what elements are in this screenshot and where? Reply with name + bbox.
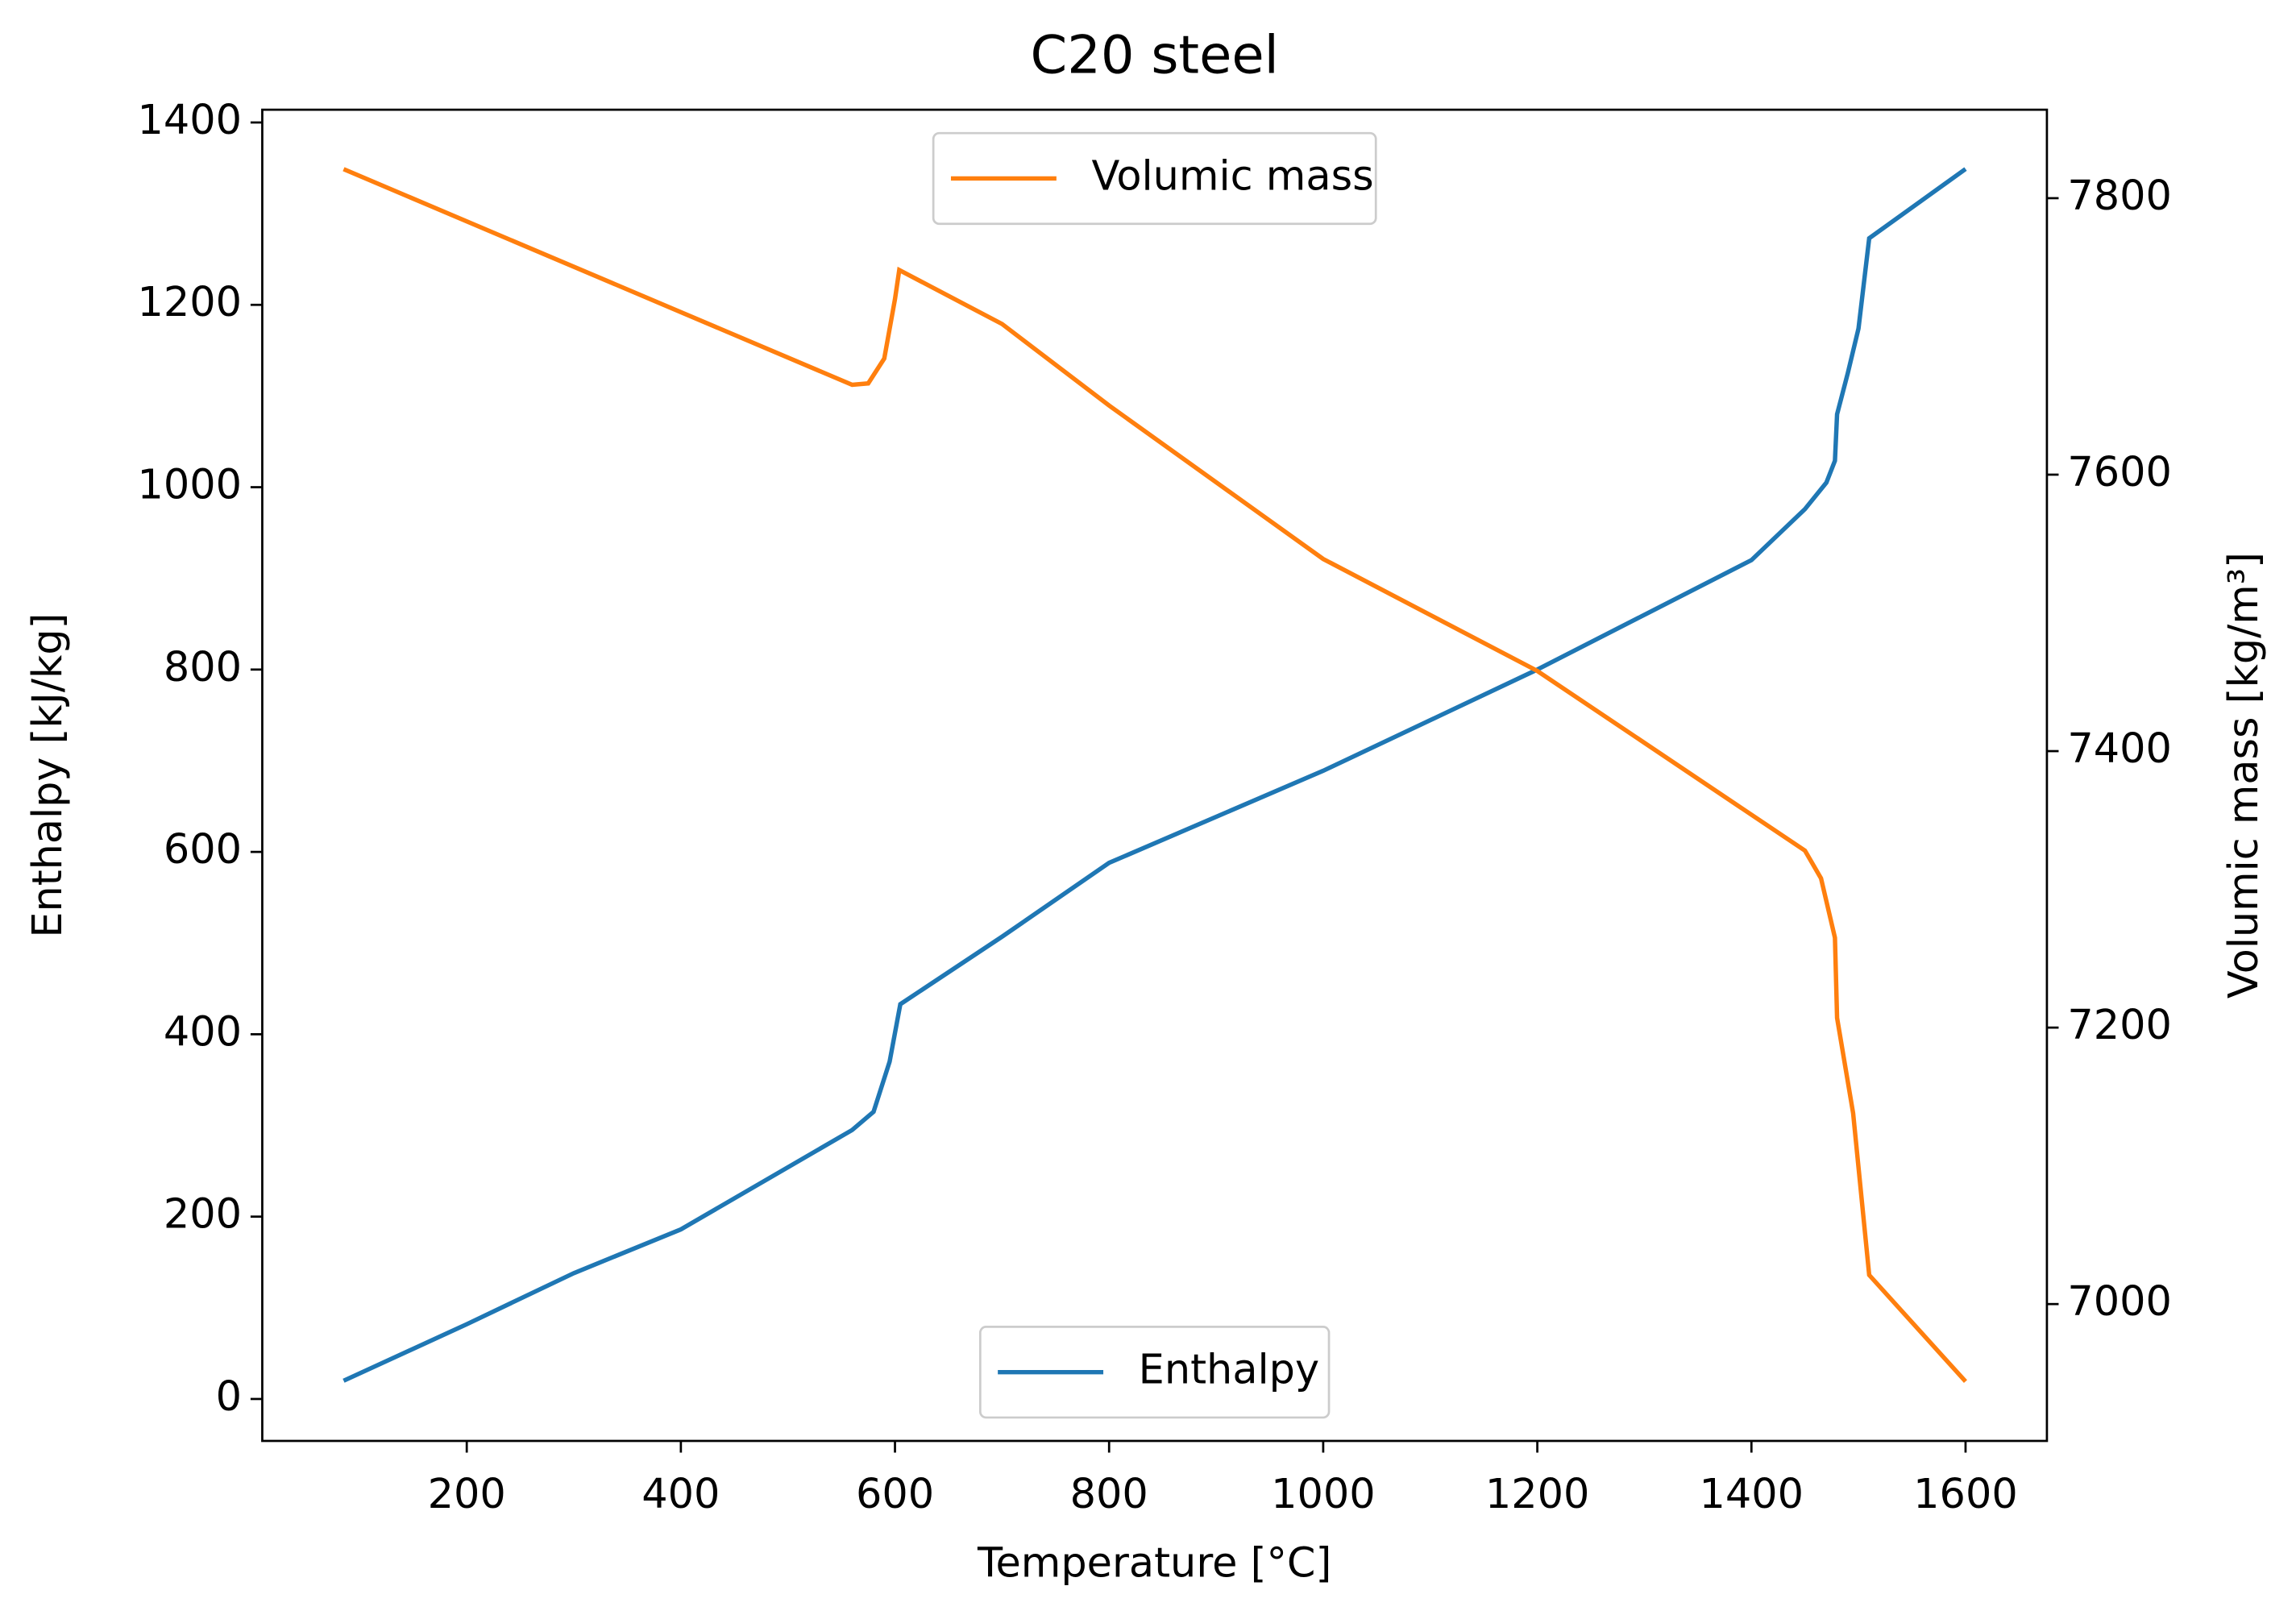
x-tick-label: 1200	[1485, 1470, 1590, 1517]
y2-tick-label: 7400	[2067, 724, 2172, 772]
x-tick-label: 600	[856, 1470, 934, 1517]
y-tick-label: 1000	[137, 461, 242, 509]
y-axis-label: Enthalpy [kJ/kg]	[23, 613, 71, 938]
y-tick-label: 1400	[137, 96, 242, 143]
y-tick-label: 400	[164, 1007, 242, 1055]
y2-tick-label: 7200	[2067, 1001, 2172, 1048]
y2-tick-label: 7600	[2067, 448, 2172, 496]
y-tick-label: 1200	[137, 278, 242, 326]
y-tick-label: 200	[164, 1190, 242, 1238]
x-tick-label: 200	[428, 1470, 506, 1517]
x-tick-label: 1400	[1700, 1470, 1804, 1517]
legend-label: Volumic mass	[1092, 152, 1374, 199]
x-tick-label: 400	[641, 1470, 720, 1517]
line-series	[343, 167, 1967, 1384]
y2-tick-label: 7800	[2067, 172, 2172, 219]
x-tick-label: 1600	[1913, 1470, 2018, 1517]
y-tick-label: 0	[216, 1372, 242, 1420]
y2-axis-label: Volumic mass [kg/m³]	[2219, 552, 2267, 998]
legend-box	[932, 131, 1377, 226]
x-tick-label: 1000	[1271, 1470, 1376, 1517]
x-tick-label: 800	[1070, 1470, 1148, 1517]
x-axis-label: Temperature [°C]	[977, 1538, 1331, 1586]
legend-label: Enthalpy	[1139, 1346, 1319, 1393]
line-series	[343, 167, 1967, 1383]
y-tick-label: 800	[164, 643, 242, 691]
legend-box	[978, 1326, 1331, 1419]
chart-title: C20 steel	[1031, 25, 1279, 86]
plot-frame	[261, 108, 2049, 1443]
y-tick-label: 600	[164, 825, 242, 873]
y2-tick-label: 7000	[2067, 1277, 2172, 1325]
